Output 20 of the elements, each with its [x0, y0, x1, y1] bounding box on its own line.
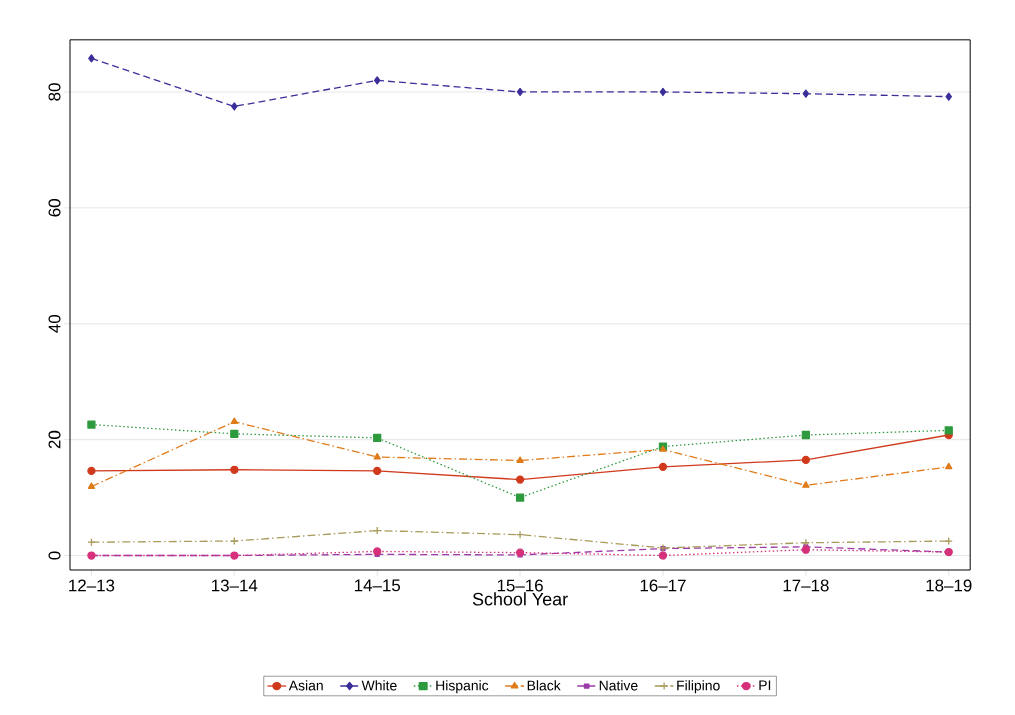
x-tick-label: 15–16	[497, 579, 543, 592]
x-tick-label: 16–17	[640, 579, 686, 592]
legend-label: White	[361, 680, 397, 691]
y-tick-label: 60	[48, 199, 61, 217]
y-tick-label: 40	[48, 314, 61, 333]
legend-label: Asian	[288, 680, 323, 691]
x-tick-label: 14–15	[354, 579, 401, 592]
x-tick-label: 12–13	[69, 579, 115, 592]
legend-label: Hispanic	[436, 680, 489, 694]
x-tick-label: 13–14	[212, 579, 258, 592]
x-tick-label: 17–18	[783, 579, 829, 592]
legend-label: Native	[599, 680, 638, 691]
y-tick-label: 20	[48, 430, 61, 449]
y-tick-label: 80	[48, 83, 61, 101]
y-tick-label: 0	[48, 551, 61, 560]
x-axis-title: School Year	[472, 592, 568, 606]
legend-label: PI	[759, 680, 771, 691]
legend-label: Black	[527, 680, 561, 691]
x-tick-label: 18–19	[926, 579, 972, 592]
legend-label: Filipino	[677, 680, 720, 694]
